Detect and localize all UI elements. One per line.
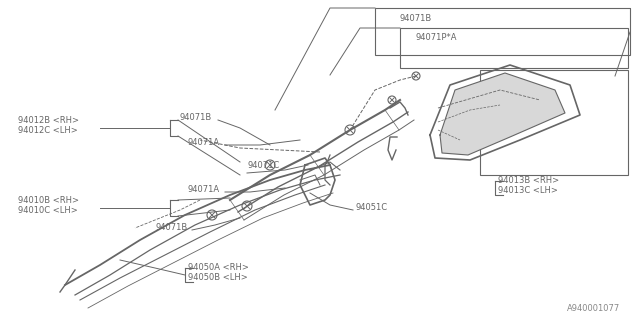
Text: 94050A <RH>: 94050A <RH> bbox=[188, 263, 249, 272]
Text: A940001077: A940001077 bbox=[567, 304, 620, 313]
Text: 94071B: 94071B bbox=[155, 223, 188, 232]
Text: 94051C: 94051C bbox=[355, 203, 387, 212]
Text: 94071A: 94071A bbox=[188, 138, 220, 147]
Text: 94010B <RH>: 94010B <RH> bbox=[18, 196, 79, 205]
Text: 94071C: 94071C bbox=[248, 161, 280, 170]
Text: 94010C <LH>: 94010C <LH> bbox=[18, 206, 77, 215]
Text: 94071A: 94071A bbox=[188, 185, 220, 194]
Text: 94012C <LH>: 94012C <LH> bbox=[18, 126, 77, 135]
Text: 94012B <RH>: 94012B <RH> bbox=[18, 116, 79, 125]
Text: 94050B <LH>: 94050B <LH> bbox=[188, 273, 248, 282]
Polygon shape bbox=[440, 73, 565, 155]
Text: 94071P*A: 94071P*A bbox=[415, 33, 456, 42]
Bar bbox=[480, 70, 628, 175]
Bar bbox=[400, 28, 628, 68]
Bar bbox=[375, 8, 630, 55]
Text: 94013B <RH>: 94013B <RH> bbox=[498, 176, 559, 185]
Text: 94071B: 94071B bbox=[399, 14, 431, 23]
Text: 94071B: 94071B bbox=[180, 113, 212, 122]
Text: 94013C <LH>: 94013C <LH> bbox=[498, 186, 558, 195]
